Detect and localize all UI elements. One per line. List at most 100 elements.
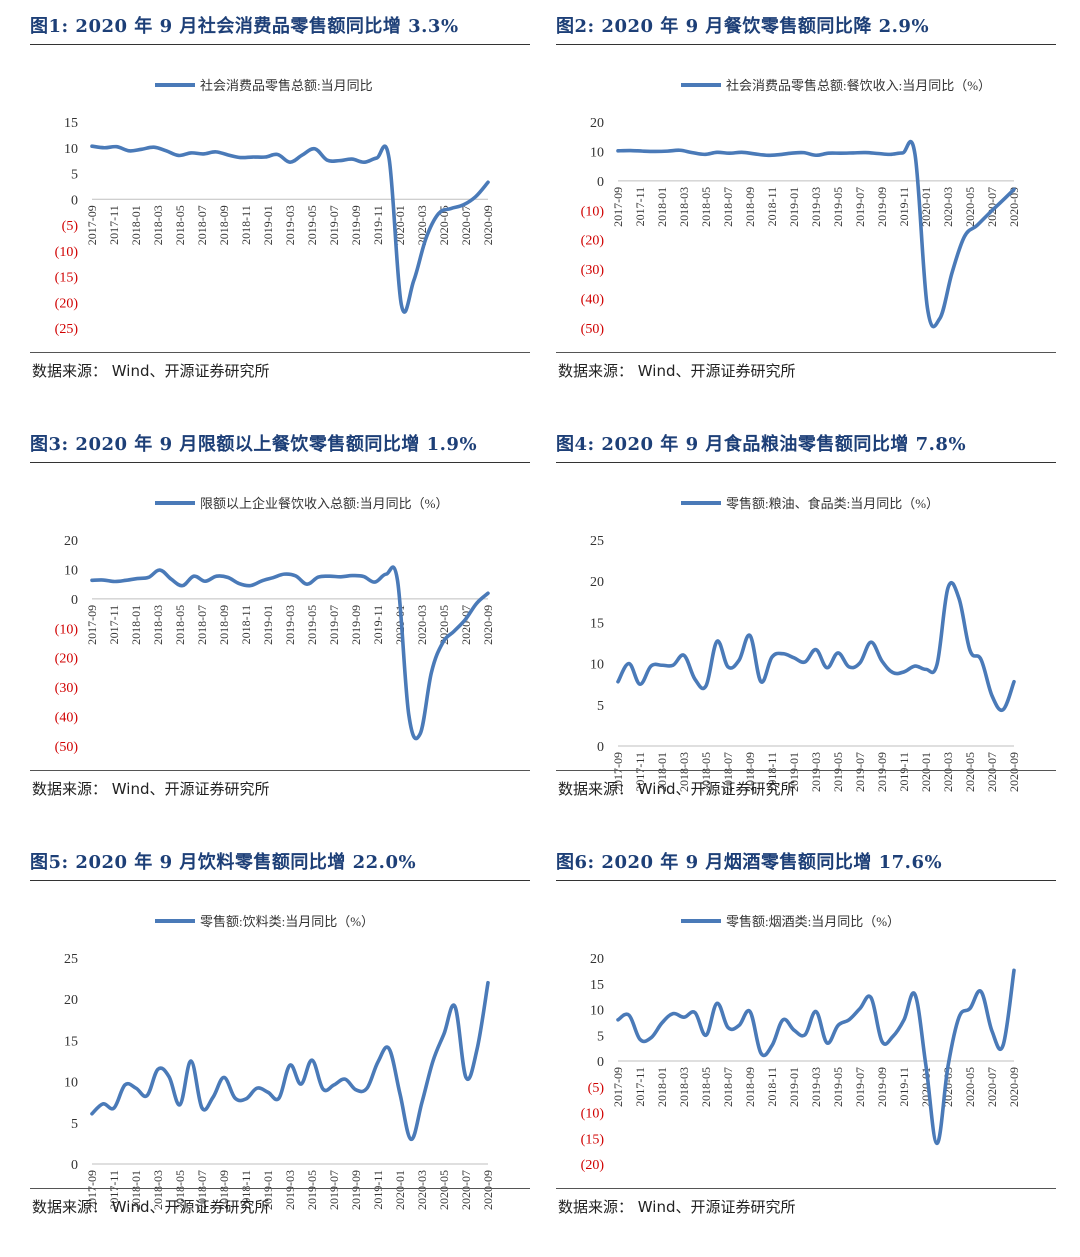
- x-tick-label: 2017-11: [633, 187, 647, 227]
- source-divider: [30, 352, 530, 353]
- chart-panel-6: 图6: 2020 年 9 月烟酒零售额同比增 17.6% 零售额:烟酒类:当月同…: [556, 836, 1056, 1241]
- x-tick-label: 2019-01: [261, 1170, 275, 1210]
- y-tick-label: (20): [581, 1158, 605, 1173]
- x-tick-label: 2019-05: [305, 1170, 319, 1210]
- y-tick-label: (20): [581, 234, 605, 249]
- x-tick-label: 2019-11: [371, 205, 385, 245]
- x-tick-label: 2019-03: [809, 752, 823, 792]
- x-tick-label: 2020-07: [459, 1170, 473, 1210]
- x-tick-label: 2019-03: [809, 1067, 823, 1107]
- x-tick-label: 2018-11: [765, 187, 779, 227]
- x-tick-label: 2020-09: [1007, 1067, 1021, 1107]
- source-note: 数据来源： Wind、开源证券研究所: [558, 362, 796, 380]
- x-tick-label: 2017-09: [85, 1170, 99, 1210]
- x-tick-label: 2018-05: [699, 187, 713, 227]
- x-tick-label: 2020-09: [1007, 187, 1021, 227]
- y-tick-label: 20: [590, 575, 604, 590]
- chart-legend: 零售额:饮料类:当月同比（%）: [155, 914, 374, 929]
- x-tick-label: 2019-01: [261, 205, 275, 245]
- series-line: [90, 565, 490, 741]
- y-tick-label: 5: [71, 1117, 78, 1132]
- x-tick-label: 2018-03: [677, 752, 691, 792]
- x-tick-label: 2018-09: [743, 187, 757, 227]
- x-tick-label: 2018-01: [655, 187, 669, 227]
- source-divider: [556, 1188, 1056, 1189]
- y-tick-label: 15: [590, 616, 604, 631]
- x-tick-label: 2019-03: [809, 187, 823, 227]
- x-tick-label: 2018-03: [151, 205, 165, 245]
- line-chart: 社会消费品零售总额:当月同比 15 10 5 0 (5) (10) (15) (20) (25) 2…: [55, 78, 495, 337]
- chart-title: 图1: 2020 年 9 月社会消费品零售额同比增 3.3%: [30, 16, 459, 37]
- series-line: [616, 139, 1016, 329]
- y-tick-label: (30): [55, 681, 79, 696]
- chart-panel-1: 图1: 2020 年 9 月社会消费品零售额同比增 3.3% 社会消费品零售总额…: [30, 0, 530, 405]
- y-tick-label: (15): [55, 271, 79, 286]
- y-tick-label: 15: [590, 978, 604, 993]
- x-tick-label: 2018-07: [195, 1170, 209, 1210]
- chart-title: 图4: 2020 年 9 月食品粮油零售额同比增 7.8%: [556, 434, 967, 455]
- series-line: [616, 968, 1016, 1146]
- x-tick-label: 2018-03: [677, 187, 691, 227]
- x-tick-label: 2020-09: [481, 605, 495, 645]
- y-tick-label: 0: [597, 1055, 604, 1070]
- y-tick-label: 5: [71, 168, 78, 183]
- x-tick-label: 2018-05: [173, 1170, 187, 1210]
- y-tick-label: (5): [588, 1081, 605, 1096]
- x-tick-label: 2019-03: [283, 1170, 297, 1210]
- x-tick-label: 2018-11: [765, 1067, 779, 1107]
- x-tick-label: 2019-07: [327, 605, 341, 645]
- x-tick-label: 2017-11: [633, 752, 647, 792]
- y-tick-label: 0: [71, 593, 78, 608]
- legend-label: 零售额:饮料类:当月同比（%）: [200, 914, 374, 929]
- x-tick-label: 2019-05: [305, 605, 319, 645]
- x-tick-label: 2018-01: [129, 205, 143, 245]
- x-tick-label: 2019-09: [875, 752, 889, 792]
- title-divider: [556, 880, 1056, 881]
- y-tick-label: (10): [581, 1107, 605, 1122]
- x-tick-label: 2020-07: [459, 205, 473, 245]
- x-tick-label: 2019-01: [787, 1067, 801, 1107]
- x-tick-label: 2018-07: [721, 752, 735, 792]
- line-chart: 零售额:粮油、食品类:当月同比（%） 25 20 15 10 5 0 2017-09 2017-…: [590, 496, 1021, 792]
- x-tick-label: 2018-09: [217, 205, 231, 245]
- line-chart: 社会消费品零售总额:餐饮收入:当月同比（%） 20 10 0 (10) (20) (30) (…: [581, 78, 1021, 337]
- x-tick-label: 2018-03: [677, 1067, 691, 1107]
- x-tick-label: 2018-03: [151, 1170, 165, 1210]
- x-tick-label: 2019-05: [831, 1067, 845, 1107]
- x-tick-label: 2020-05: [437, 205, 451, 245]
- x-tick-label: 2017-11: [107, 205, 121, 245]
- x-tick-label: 2017-09: [611, 187, 625, 227]
- y-tick-label: 10: [64, 142, 78, 157]
- y-tick-label: 10: [590, 658, 604, 673]
- x-tick-label: 2018-11: [765, 752, 779, 792]
- x-tick-label: 2019-07: [853, 752, 867, 792]
- source-note: 数据来源： Wind、开源证券研究所: [32, 362, 270, 380]
- chart-panel-5: 图5: 2020 年 9 月饮料零售额同比增 22.0% 零售额:饮料类:当月同…: [30, 836, 530, 1241]
- source-divider: [556, 770, 1056, 771]
- chart-legend: 社会消费品零售总额:当月同比: [155, 78, 373, 93]
- y-tick-label: 0: [597, 740, 604, 755]
- y-tick-label: (5): [62, 219, 79, 234]
- x-tick-label: 2018-11: [239, 1170, 253, 1210]
- title-divider: [30, 44, 530, 45]
- x-tick-label: 2020-07: [985, 752, 999, 792]
- x-tick-label: 2018-07: [721, 1067, 735, 1107]
- y-tick-label: 20: [64, 993, 78, 1008]
- x-tick-label: 2018-03: [151, 605, 165, 645]
- y-tick-label: 0: [71, 193, 78, 208]
- y-tick-label: 20: [590, 116, 604, 131]
- x-tick-label: 2017-11: [107, 605, 121, 645]
- x-tick-label: 2018-09: [217, 1170, 231, 1210]
- x-tick-label: 2018-01: [129, 605, 143, 645]
- x-tick-label: 2017-09: [85, 205, 99, 245]
- x-tick-label: 2018-01: [655, 1067, 669, 1107]
- x-tick-label: 2019-09: [349, 605, 363, 645]
- y-tick-label: 10: [590, 145, 604, 160]
- x-tick-label: 2019-07: [327, 1170, 341, 1210]
- x-tick-label: 2019-11: [371, 605, 385, 645]
- x-tick-label: 2019-11: [897, 1067, 911, 1107]
- x-tick-label: 2020-03: [941, 187, 955, 227]
- chart-title: 图6: 2020 年 9 月烟酒零售额同比增 17.6%: [556, 852, 943, 873]
- legend-label: 零售额:烟酒类:当月同比（%）: [726, 914, 900, 929]
- x-tick-label: 2017-11: [107, 1170, 121, 1210]
